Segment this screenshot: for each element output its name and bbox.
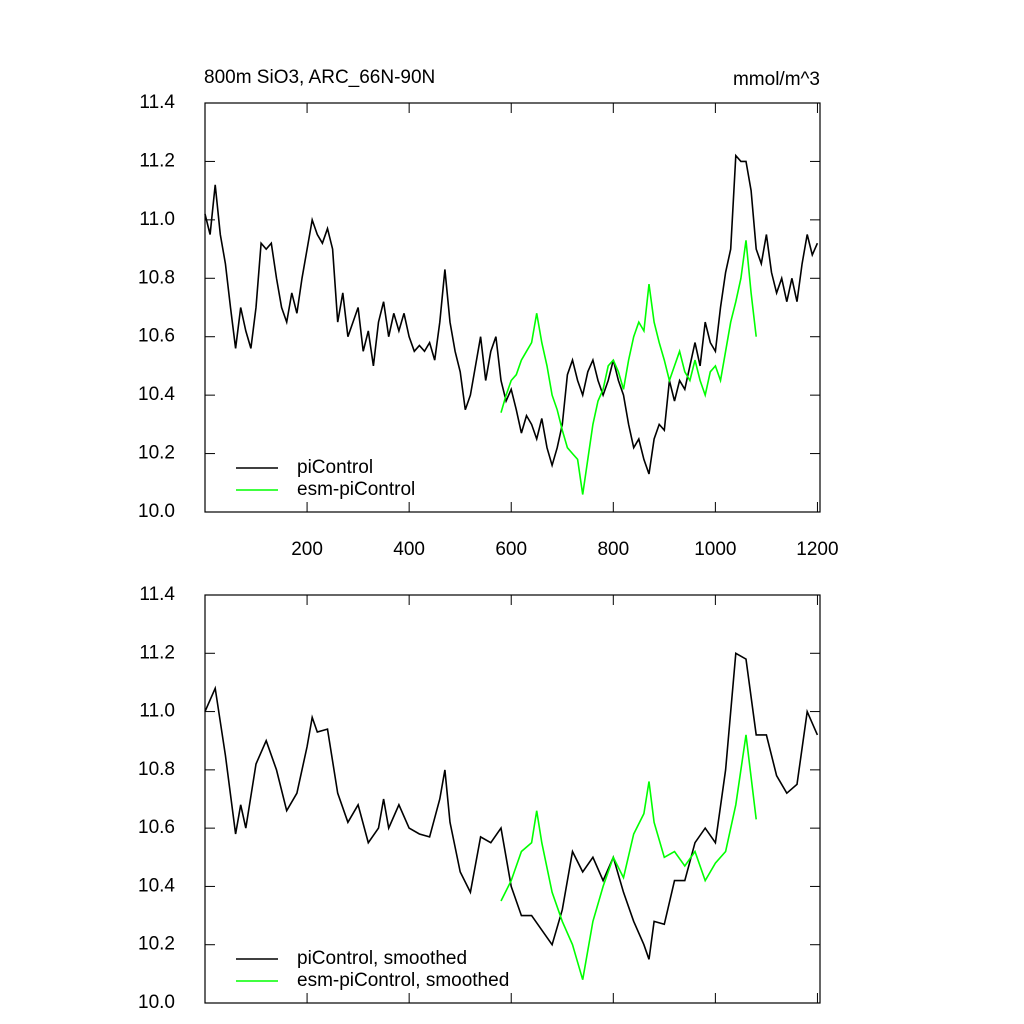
legend-label: piControl — [297, 457, 373, 478]
y-tick-label: 11.2 — [139, 642, 175, 663]
y-tick-label: 10.8 — [138, 267, 175, 288]
y-tick-label: 10.6 — [138, 817, 175, 838]
units-label: mmol/m^3 — [733, 69, 820, 90]
y-tick-label: 10.6 — [138, 326, 175, 347]
y-tick-label: 10.4 — [138, 875, 175, 896]
x-tick-label: 600 — [495, 539, 527, 560]
x-tick-label: 1000 — [694, 539, 736, 560]
series-line — [500, 734, 757, 980]
series-line — [204, 651, 819, 960]
plot-frame — [204, 594, 821, 1004]
y-tick-label: 11.4 — [139, 584, 175, 605]
y-tick-label: 11.2 — [139, 150, 175, 171]
legend-label: esm-piControl — [297, 479, 415, 500]
y-tick-label: 11.0 — [139, 209, 175, 230]
chart-title: 800m SiO3, ARC_66N-90N — [204, 67, 435, 88]
plot-frame — [204, 102, 821, 513]
y-tick-label: 11.4 — [139, 92, 175, 113]
y-tick-label: 10.0 — [138, 992, 175, 1013]
y-tick-label: 10.8 — [138, 759, 175, 780]
x-tick-label: 1200 — [796, 539, 838, 560]
x-tick-label: 400 — [393, 539, 425, 560]
y-tick-label: 10.2 — [138, 934, 175, 955]
series-line — [500, 240, 757, 495]
y-tick-label: 10.2 — [138, 443, 175, 464]
legend-label: piControl, smoothed — [297, 948, 467, 969]
y-tick-label: 10.4 — [138, 384, 175, 405]
y-tick-label: 10.0 — [138, 501, 175, 522]
y-tick-label: 11.0 — [139, 701, 175, 722]
x-tick-label: 200 — [291, 539, 323, 560]
x-tick-label: 800 — [597, 539, 629, 560]
legend-label: esm-piControl, smoothed — [297, 970, 509, 991]
series-line — [204, 153, 819, 475]
